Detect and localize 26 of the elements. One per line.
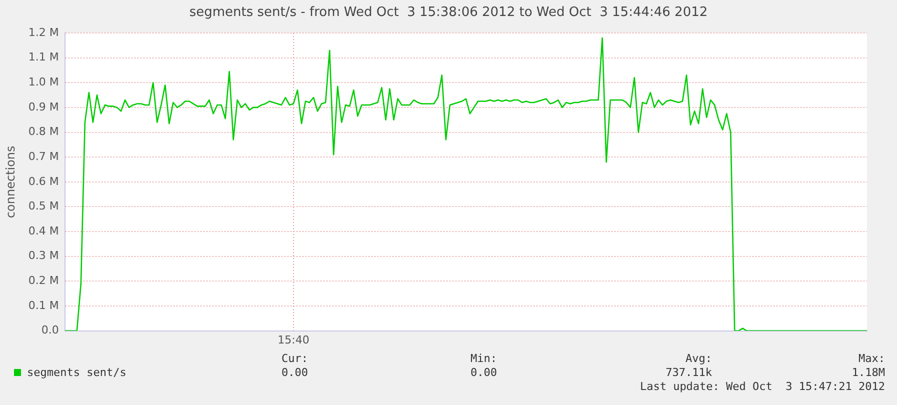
- y-tick-label: 1.0 M: [28, 75, 59, 88]
- text: Cur:: [282, 352, 308, 365]
- text: Avg:: [686, 352, 712, 365]
- y-tick-label: 0.4 M: [28, 224, 59, 238]
- text: Min:: [470, 352, 497, 365]
- text: 0.00: [470, 366, 497, 379]
- y-tick-label: 0.0: [41, 324, 59, 337]
- x-tick-label: 15:40: [278, 333, 310, 346]
- chart-title: segments sent/s - from Wed Oct 3 15:38:06 2012 to Wed Oct 3 15:44:46 2012: [188, 5, 709, 20]
- y-tick-label: 0.9 M: [28, 100, 59, 114]
- y-tick-label: 0.7 M: [28, 150, 59, 163]
- y-tick-label: 0.8 M: [28, 125, 59, 138]
- y-axis-title: connections: [3, 146, 18, 218]
- text: 0.00: [282, 366, 308, 379]
- text: Max:: [858, 352, 885, 365]
- text: 737.11k: [666, 366, 712, 379]
- text: 1.18M: [852, 366, 885, 379]
- y-tick-label: 0.5 M: [28, 200, 59, 213]
- y-tick-label: 0.2 M: [28, 274, 59, 288]
- y-tick-label: 0.3 M: [28, 249, 59, 262]
- y-tick-label: 1.2 M: [28, 26, 59, 39]
- text: Last update: Wed Oct 3 15:47:21 2012: [640, 380, 885, 393]
- legend-label: segments sent/s: [26, 366, 126, 379]
- y-tick-label: 0.1 M: [28, 298, 59, 312]
- y-tick-label: 1.1 M: [28, 50, 59, 64]
- y-tick-label: 0.6 M: [28, 174, 59, 188]
